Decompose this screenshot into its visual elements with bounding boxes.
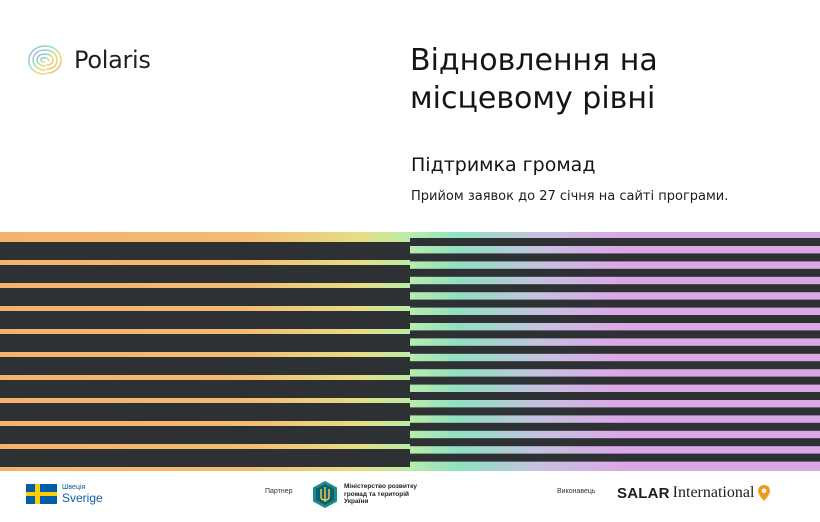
salar-logo: SALAR International	[617, 484, 771, 502]
stripe-right	[410, 315, 820, 323]
stripe-right	[410, 453, 820, 462]
stripe-left	[0, 403, 410, 421]
stripe-right	[410, 407, 820, 416]
stripe-right	[410, 268, 820, 277]
stripe-left	[0, 426, 410, 444]
deadline-note: Прийом заявок до 27 січня на сайті прогр…	[411, 189, 729, 204]
salar-international: International	[672, 484, 755, 501]
ministry-logo: Міністерство розвитку громад та територі…	[312, 480, 434, 509]
subheading: Підтримка громад	[411, 154, 596, 176]
partner-label: Партнер	[265, 488, 293, 495]
ukraine-trident-hexagon-icon	[313, 481, 337, 508]
stripe-left	[0, 380, 410, 398]
stripe-right	[410, 299, 820, 308]
stripe-right	[410, 345, 820, 354]
stripe-right	[410, 422, 820, 431]
salar-wordmark: SALAR	[617, 484, 670, 502]
sweden-label-se: Sverige	[62, 491, 103, 505]
headline-line-2: місцевому рівні	[410, 81, 656, 116]
brand-name: Polaris	[74, 46, 151, 74]
stripe-left	[0, 242, 410, 260]
footer: Швеція Sverige Партнер Міністерство розв…	[0, 476, 820, 522]
stripe-left	[0, 311, 410, 329]
sweden-label-ua: Швеція	[62, 484, 86, 491]
stripe-right	[410, 376, 820, 385]
ministry-line-2: громад та територій	[344, 490, 410, 498]
executor-label: Виконавець	[557, 488, 596, 495]
stripe-right	[410, 284, 820, 293]
sweden-logo: Швеція Sverige	[26, 484, 103, 504]
stripe-right	[410, 253, 820, 262]
stripe-left	[0, 334, 410, 352]
headline-line-1: Відновлення на	[410, 43, 658, 78]
headline: Відновлення на місцевому рівні	[410, 42, 800, 118]
stripe-left	[0, 449, 410, 467]
stripe-group-left	[0, 242, 410, 467]
stripe-left	[0, 288, 410, 306]
polaris-rainbow-spiral-icon	[28, 45, 62, 75]
ministry-line-1: Міністерство розвитку	[344, 483, 417, 491]
ministry-line-3: України	[344, 498, 369, 506]
stripe-right	[410, 361, 820, 370]
stripe-right	[410, 330, 820, 339]
stripe-left	[0, 357, 410, 375]
stripe-right	[410, 238, 820, 246]
decorative-stripes	[0, 232, 820, 471]
stripe-right	[410, 392, 820, 400]
stripe-left	[0, 265, 410, 283]
polaris-logo: Polaris	[24, 42, 151, 78]
sweden-flag-icon	[26, 484, 57, 504]
location-pin-icon	[758, 485, 771, 501]
stripe-right	[410, 438, 820, 447]
stripe-group-right	[410, 238, 820, 462]
